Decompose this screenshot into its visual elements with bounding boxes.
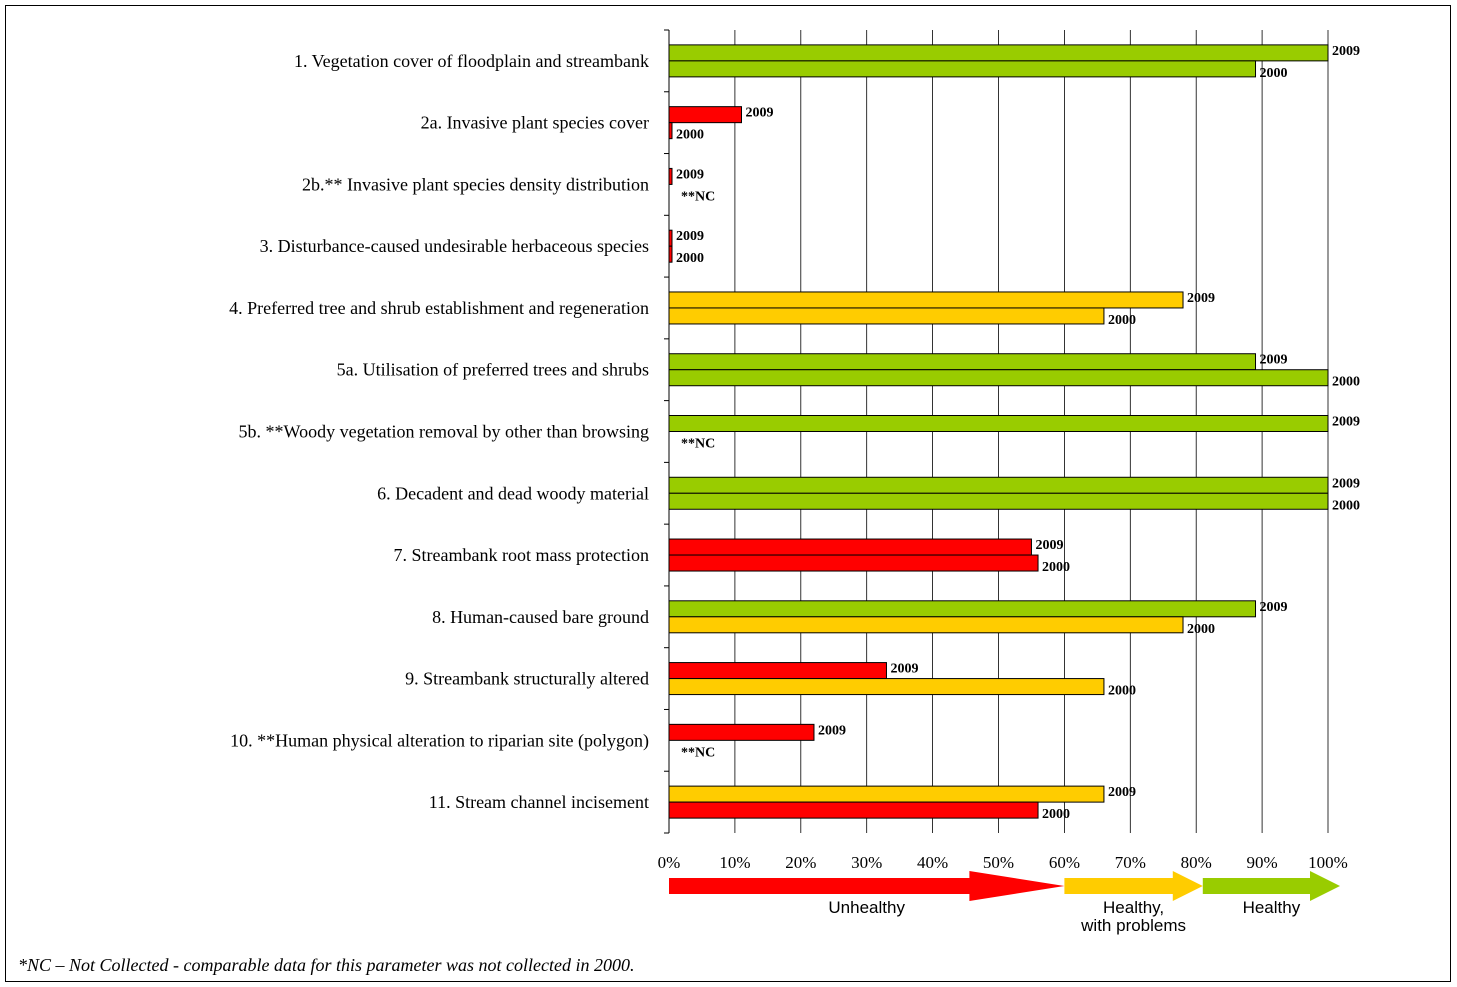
bar-label: 2009 [1332,476,1360,491]
zone-arrow [669,871,1065,901]
bar-label: 2009 [818,723,846,738]
bar-label: **NC [681,745,715,760]
bar-2009 [668,44,1329,62]
x-tick-label: 80% [1181,853,1212,872]
bar-label: 2009 [890,662,918,677]
bar-label: 2000 [1332,375,1360,390]
bar-label: 2000 [676,251,704,266]
labels: 0% 10% 20% 30% 40% 50% 60% 70% 80% 90% 100% 1. Vege… [229,44,1360,872]
category-label: 7. Streambank root mass protection [394,545,649,565]
bar-2000 [668,492,1329,510]
category-label: 2b.** Invasive plant species density dis… [302,174,649,194]
bar-2000 [668,554,1039,572]
x-tick-label: 50% [983,853,1014,872]
bar-2009 [668,785,1105,803]
bar-2000 [668,122,673,140]
category-label: 5a. Utilisation of preferred trees and s… [337,360,649,380]
bar-2000 [668,60,1257,78]
category-label: 9. Streambank structurally altered [405,669,649,689]
bar-label: 2009 [1035,538,1063,553]
bar-label: 2009 [1332,44,1360,59]
x-tick-label: 40% [917,853,948,872]
category-label: 5b. **Woody vegetation removal by other … [239,422,649,442]
bar-label: 2009 [676,229,704,244]
bar-label: 2009 [1332,415,1360,430]
category-label: 4. Preferred tree and shrub establishmen… [229,298,649,318]
bar-2009 [668,106,742,124]
bar-label: 2000 [1108,313,1136,328]
x-tick-label: 70% [1115,853,1146,872]
bar-label: 2009 [676,167,704,182]
bar-label: 2000 [1108,684,1136,699]
x-tick-label: 0% [658,853,681,872]
bar-label: **NC [681,437,715,452]
bar-2000 [668,307,1105,325]
bar-label: 2009 [1260,353,1288,368]
category-label: 11. Stream channel incisement [429,792,649,812]
bar-2000 [668,616,1184,634]
zone-arrow [1202,871,1340,901]
bar-label: 2000 [1187,622,1215,637]
bar-2009 [668,723,815,741]
bar-label: 2000 [1042,560,1070,575]
bar-label: 2009 [1187,291,1215,306]
category-label: 3. Disturbance-caused undesirable herbac… [260,236,649,256]
bar-label: 2000 [1260,66,1288,81]
bar-2009 [668,600,1257,618]
bar-2000 [668,245,673,263]
footnote: *NC – Not Collected - comparable data fo… [18,955,634,975]
x-tick-label: 20% [785,853,816,872]
health-zones: Unhealthy Healthy, with problems Healthy [669,871,1340,935]
category-label: 6. Decadent and dead woody material [377,483,649,503]
category-label: 2a. Invasive plant species cover [421,113,649,133]
bar-2009 [668,538,1032,556]
bar-label: **NC [681,189,715,204]
category-label: 8. Human-caused bare ground [432,607,649,627]
zone-arrow [1064,871,1203,901]
bar-2009 [668,662,887,680]
bar-2009 [668,476,1329,494]
bar-2009 [668,353,1257,371]
zone-label: Unhealthy [828,898,905,917]
bar-label: 2000 [676,128,704,143]
bar-2000 [668,369,1329,387]
bar-2009 [668,291,1184,309]
x-tick-label: 60% [1049,853,1080,872]
x-tick-label: 10% [719,853,750,872]
zone-label: Healthy, with problems [1080,898,1186,935]
category-label: 1. Vegetation cover of floodplain and st… [294,51,649,71]
bar-label: 2009 [1108,785,1136,800]
bar-label: 2009 [745,106,773,121]
bar-2000 [668,678,1105,696]
bars [668,44,1329,819]
bar-label: 2000 [1042,807,1070,822]
bar-2009 [668,229,673,247]
bar-2009 [668,167,673,185]
category-label: 10. **Human physical alteration to ripar… [230,730,649,751]
x-tick-label: 30% [851,853,882,872]
x-tick-label: 100% [1308,853,1348,872]
zone-label: Healthy [1243,898,1301,917]
bar-label: 2009 [1260,600,1288,615]
bar-2000 [668,801,1039,819]
x-tick-label: 90% [1247,853,1278,872]
bar-label: 2000 [1332,498,1360,513]
bar-2009 [668,415,1329,432]
